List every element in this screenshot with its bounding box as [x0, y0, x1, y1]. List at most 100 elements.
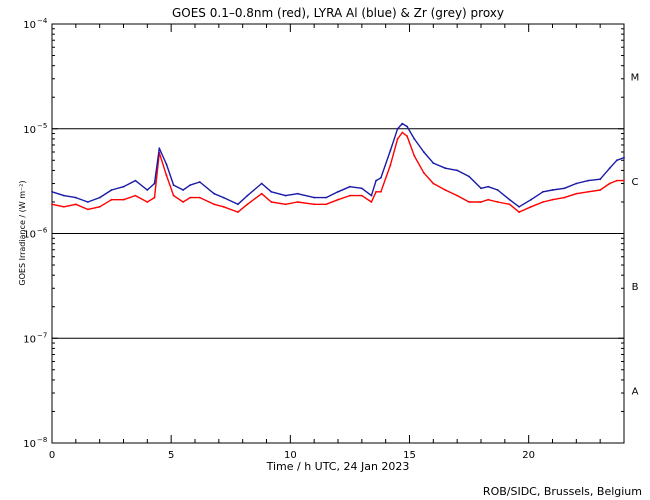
flare-class-label: M — [631, 72, 640, 83]
data-point — [496, 189, 499, 191]
y-tick-exponent: −7 — [37, 331, 47, 339]
data-point — [422, 171, 425, 174]
data-point — [615, 159, 618, 162]
data-point — [189, 196, 192, 199]
data-point — [496, 201, 499, 203]
data-point — [198, 196, 201, 199]
x-axis-ticks: 0 5 10 15 20 — [49, 24, 625, 461]
data-point — [480, 187, 482, 190]
data-point — [270, 201, 273, 203]
data-point — [325, 196, 327, 199]
data-point — [74, 196, 77, 199]
data-point — [422, 151, 425, 153]
data-point — [551, 198, 554, 201]
data-point — [413, 138, 416, 140]
data-point — [98, 196, 101, 199]
data-point — [337, 198, 339, 201]
data-point — [260, 182, 263, 185]
y-tick-exponent: −6 — [37, 227, 48, 235]
data-point — [158, 147, 161, 150]
data-point — [165, 174, 168, 177]
data-point — [518, 205, 520, 208]
data-point — [530, 198, 532, 201]
series-layer — [51, 122, 625, 214]
data-point — [51, 190, 53, 193]
data-point — [623, 156, 625, 159]
data-point — [296, 201, 299, 203]
data-point — [480, 201, 482, 203]
data-point — [313, 196, 316, 199]
flare-class-lines — [52, 128, 624, 339]
flare-class-label: B — [632, 282, 639, 293]
data-point — [360, 187, 363, 190]
data-point — [98, 205, 101, 208]
data-point — [222, 196, 225, 199]
data-point — [487, 198, 490, 201]
data-point — [246, 203, 249, 206]
data-point — [432, 182, 435, 185]
data-point — [563, 196, 566, 199]
y-axis-label: GOES Irradiance / (W m⁻²) — [18, 180, 27, 285]
data-point — [349, 194, 351, 197]
data-point — [587, 179, 590, 182]
data-point — [615, 179, 618, 182]
data-point — [122, 198, 125, 201]
data-point — [608, 182, 611, 185]
data-point — [222, 205, 225, 208]
y-tick-label: 10 — [23, 439, 36, 450]
data-point — [325, 203, 327, 206]
data-point — [380, 176, 382, 179]
data-point — [360, 194, 363, 197]
x-tick-label: 20 — [522, 450, 535, 461]
y-tick-exponent: −4 — [37, 17, 48, 25]
lyra-blue-series — [51, 122, 625, 208]
y-tick-exponent: −5 — [37, 122, 47, 130]
data-point — [623, 179, 625, 182]
data-point — [487, 185, 490, 188]
x-tick-label: 15 — [403, 450, 416, 461]
data-point — [380, 190, 382, 193]
data-point — [146, 189, 149, 191]
data-point — [530, 205, 532, 208]
data-point — [508, 203, 511, 206]
data-point — [401, 131, 404, 134]
data-point — [396, 127, 399, 130]
data-point — [375, 179, 377, 182]
y-axis-ticks: 10−810−710−610−510−4 — [23, 17, 624, 450]
y-tick-label: 10 — [23, 334, 36, 345]
data-point — [63, 194, 65, 197]
x-tick-label: 0 — [49, 450, 55, 461]
data-point — [260, 192, 263, 195]
data-point — [375, 190, 377, 193]
data-point — [63, 205, 65, 208]
flare-class-label: A — [632, 387, 639, 398]
data-point — [284, 194, 287, 197]
data-point — [401, 122, 404, 125]
data-point — [134, 194, 137, 197]
data-point — [189, 184, 192, 187]
data-point — [370, 201, 373, 203]
data-point — [74, 203, 77, 206]
data-point — [172, 194, 175, 197]
data-point — [296, 192, 299, 195]
data-point — [246, 194, 249, 197]
data-point — [182, 189, 185, 191]
data-point — [432, 162, 435, 165]
data-point — [349, 185, 351, 188]
data-point — [389, 164, 392, 167]
data-point — [608, 167, 611, 170]
data-point — [575, 182, 578, 185]
credit-text: ROB/SIDC, Brussels, Belgium — [483, 485, 642, 498]
data-point — [413, 155, 416, 157]
data-point — [110, 198, 113, 201]
y-tick-label: 10 — [23, 125, 36, 136]
y-tick-label: 10 — [23, 20, 36, 31]
data-point — [270, 190, 273, 193]
data-point — [456, 194, 459, 197]
data-point — [508, 198, 511, 201]
data-point — [153, 182, 156, 185]
data-point — [213, 192, 216, 195]
flare-class-labels: A B C M — [631, 72, 640, 397]
data-point — [122, 185, 125, 188]
